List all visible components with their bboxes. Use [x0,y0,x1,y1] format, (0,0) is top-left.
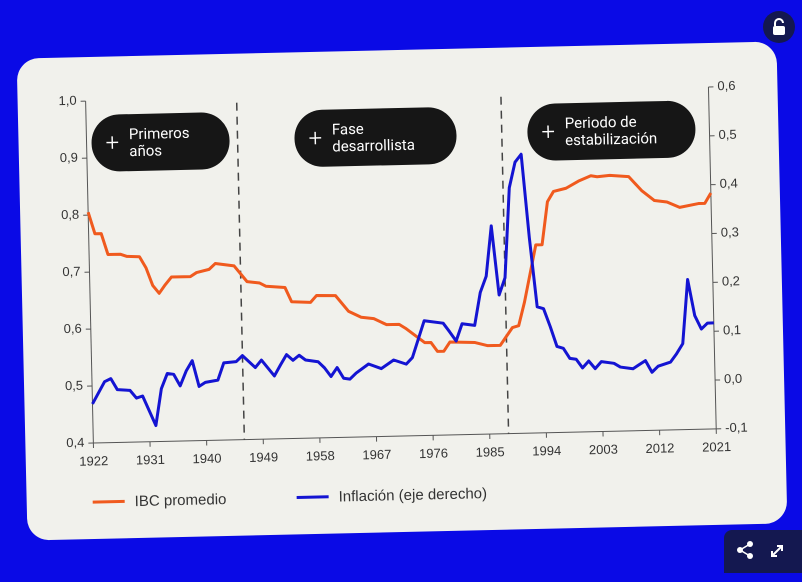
unlock-button[interactable] [763,11,795,43]
y-tick-label: 0,4 [66,435,84,450]
unlock-icon [763,11,795,43]
x-tick-label: 1976 [419,445,448,461]
annotation-text: Fase desarrollista [332,119,433,155]
legend-label: Inflación (eje derecho) [338,485,487,505]
y2-tick-label: 0,0 [724,371,742,386]
y2-tick-label: -0,1 [725,420,748,436]
y2-tick-label: 0,4 [719,176,737,191]
x-tick-label: 1922 [79,453,108,469]
y2-tick-label: 0,5 [718,127,736,142]
toolbar-icons[interactable] [724,530,802,573]
y-tick-label: 0,6 [64,321,82,336]
y-tick-label: 1,0 [58,93,76,108]
x-tick-label: 1994 [532,443,561,459]
x-tick-label: 1949 [249,449,278,465]
y2-tick-label: 0,1 [723,322,741,337]
y-tick-label: 0,9 [60,150,78,165]
y-tick-label: 0,7 [62,264,80,279]
data-line [88,173,715,359]
y2-axis [708,87,716,429]
legend-swatch [93,501,125,502]
y2-tick-label: 0,3 [721,224,739,239]
annotation: +Primeros años [91,112,230,172]
y-tick-label: 0,8 [61,207,79,222]
annotation: +Periodo de estabilización [527,100,696,161]
chart-card: 0,4 0,5 0,6 0,7 0,8 0,9 1,0 -0,1 0,0 0,1 0,2 0,3 0,4… [17,41,788,540]
legend-swatch [297,497,329,498]
y-tick-label: 0,5 [65,378,83,393]
x-tick-label: 1940 [192,451,221,467]
x-tick-label: 2003 [589,442,618,458]
x-tick-label: 1967 [362,447,391,463]
x-tick-label: 2012 [645,440,674,456]
annotation-text: Periodo de estabilización [565,112,684,149]
x-tick-label: 2021 [702,439,731,455]
toolbar [724,530,802,573]
x-tick-label: 1958 [306,448,335,464]
y2-tick-label: 0,2 [722,273,740,288]
legend-label: IBC promedio [135,491,227,510]
annotation: +Fase desarrollista [294,107,457,168]
x-axis [93,429,716,443]
x-tick-label: 1985 [476,444,505,460]
data-line [87,150,716,427]
x-tick-label: 1931 [136,452,165,468]
y2-tick-label: 0,6 [717,78,735,93]
annotation-text: Primeros años [129,124,210,160]
